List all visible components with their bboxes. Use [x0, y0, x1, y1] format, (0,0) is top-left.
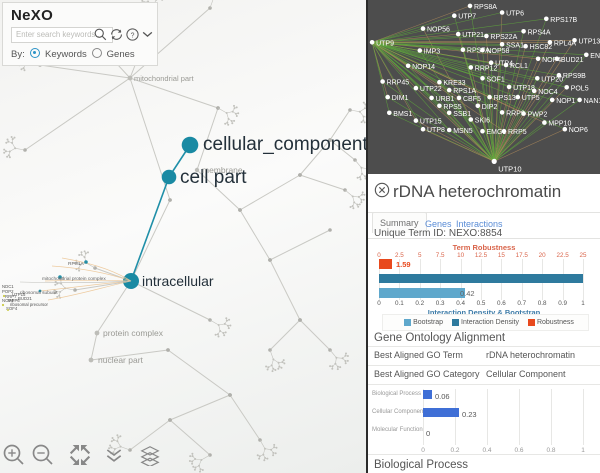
svg-text:BUD21: BUD21: [18, 296, 32, 301]
svg-text:protein complex: protein complex: [103, 328, 164, 338]
svg-text:intracellular: intracellular: [142, 273, 214, 289]
svg-text:mitochondrial part: mitochondrial part: [134, 74, 195, 83]
svg-text:NOP4: NOP4: [2, 298, 14, 303]
svg-text:membrane: membrane: [202, 165, 243, 175]
svg-text:nuclear part: nuclear part: [98, 355, 144, 365]
svg-text:cellular_component: cellular_component: [203, 134, 367, 155]
svg-text:mitochondrial protein complex: mitochondrial protein complex: [42, 276, 106, 282]
svg-text:RPS1A: RPS1A: [68, 261, 85, 267]
